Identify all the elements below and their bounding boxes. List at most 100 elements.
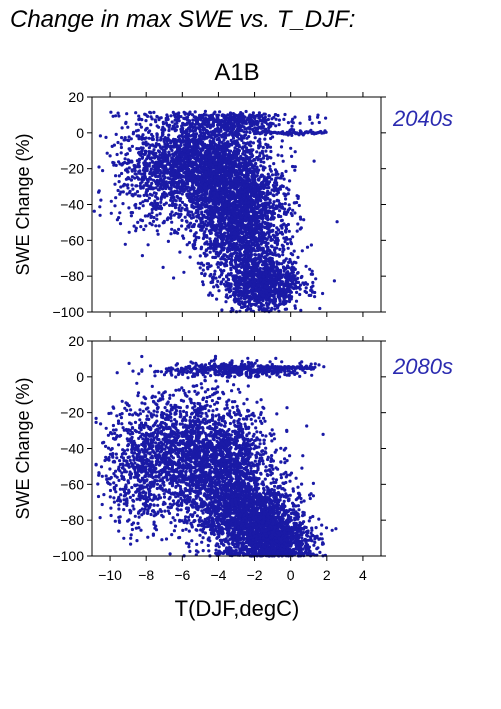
- data-point: [211, 220, 215, 224]
- data-point: [188, 156, 192, 160]
- data-point: [191, 213, 195, 217]
- data-point: [243, 212, 247, 216]
- data-point: [208, 148, 212, 152]
- data-point: [216, 254, 220, 258]
- data-point: [209, 183, 214, 187]
- data-point: [259, 160, 263, 164]
- data-point: [181, 234, 185, 238]
- data-point: [263, 221, 267, 226]
- data-point: [149, 167, 153, 171]
- data-point: [240, 244, 244, 248]
- data-point: [271, 193, 275, 197]
- data-point: [231, 136, 236, 140]
- data-point: [170, 227, 174, 231]
- data-point: [205, 209, 209, 213]
- data-point: [233, 221, 237, 225]
- data-point: [270, 229, 274, 233]
- data-point: [159, 200, 163, 204]
- data-point: [267, 186, 271, 190]
- data-point: [256, 169, 260, 173]
- data-point: [174, 203, 178, 207]
- data-point: [233, 258, 237, 262]
- data-point: [260, 210, 264, 214]
- data-point: [216, 279, 220, 283]
- data-point: [275, 232, 279, 236]
- data-point: [201, 140, 205, 144]
- data-point: [245, 227, 249, 231]
- data-point: [224, 288, 228, 292]
- data-point: [272, 185, 276, 190]
- data-point: [229, 271, 233, 275]
- data-point: [224, 185, 228, 189]
- data-point: [280, 232, 285, 236]
- data-point: [140, 219, 145, 223]
- data-point: [207, 178, 211, 183]
- data-point: [279, 214, 283, 219]
- data-point: [220, 233, 224, 237]
- data-point: [186, 211, 190, 215]
- data-point: [222, 142, 227, 146]
- data-point: [219, 215, 223, 219]
- data-point: [180, 192, 184, 196]
- data-point: [305, 245, 310, 249]
- data-point: [173, 129, 177, 133]
- data-point: [305, 282, 309, 286]
- data-point: [266, 218, 270, 222]
- data-point: [216, 234, 220, 239]
- data-point: [244, 146, 249, 150]
- data-point: [266, 172, 270, 176]
- data-point: [270, 173, 275, 177]
- data-point: [249, 252, 253, 257]
- data-point: [183, 188, 187, 192]
- data-point: [231, 182, 235, 186]
- data-point: [113, 204, 117, 208]
- data-point: [170, 210, 174, 214]
- data-point: [256, 196, 260, 200]
- data-point: [185, 243, 189, 247]
- data-point: [217, 289, 221, 293]
- data-point: [133, 176, 137, 180]
- data-point: [241, 272, 245, 276]
- data-point: [180, 224, 184, 228]
- data-point: [239, 252, 243, 256]
- data-point: [254, 236, 258, 240]
- data-point: [209, 135, 213, 140]
- data-point: [235, 140, 239, 144]
- data-point: [308, 267, 312, 271]
- data-point: [233, 217, 237, 221]
- data-point: [238, 188, 242, 192]
- data-point: [182, 270, 186, 274]
- data-point: [213, 151, 217, 155]
- data-point: [293, 150, 297, 154]
- data-point: [278, 209, 282, 213]
- data-point: [228, 235, 232, 240]
- data-point: [276, 191, 280, 195]
- data-point: [265, 265, 269, 269]
- data-point: [180, 206, 184, 210]
- data-point: [219, 249, 223, 253]
- data-point: [234, 134, 238, 138]
- data-point: [281, 159, 285, 163]
- data-point: [275, 183, 279, 187]
- data-point: [244, 173, 248, 177]
- data-point: [232, 241, 236, 246]
- data-point: [165, 171, 169, 175]
- data-point: [261, 246, 265, 250]
- data-point: [218, 110, 222, 114]
- data-point: [238, 193, 242, 197]
- data-point: [273, 168, 278, 172]
- data-point: [212, 285, 216, 289]
- data-point: [234, 164, 238, 168]
- data-point: [204, 149, 208, 153]
- data-point: [189, 229, 193, 233]
- data-point: [246, 201, 250, 205]
- data-point: [268, 201, 272, 205]
- data-point: [252, 247, 256, 251]
- data-point: [200, 166, 204, 170]
- data-point: [224, 259, 228, 263]
- data-point: [295, 200, 299, 205]
- data-point: [298, 215, 302, 219]
- data-point: [284, 197, 288, 201]
- data-point: [280, 154, 284, 158]
- data-point: [281, 184, 285, 189]
